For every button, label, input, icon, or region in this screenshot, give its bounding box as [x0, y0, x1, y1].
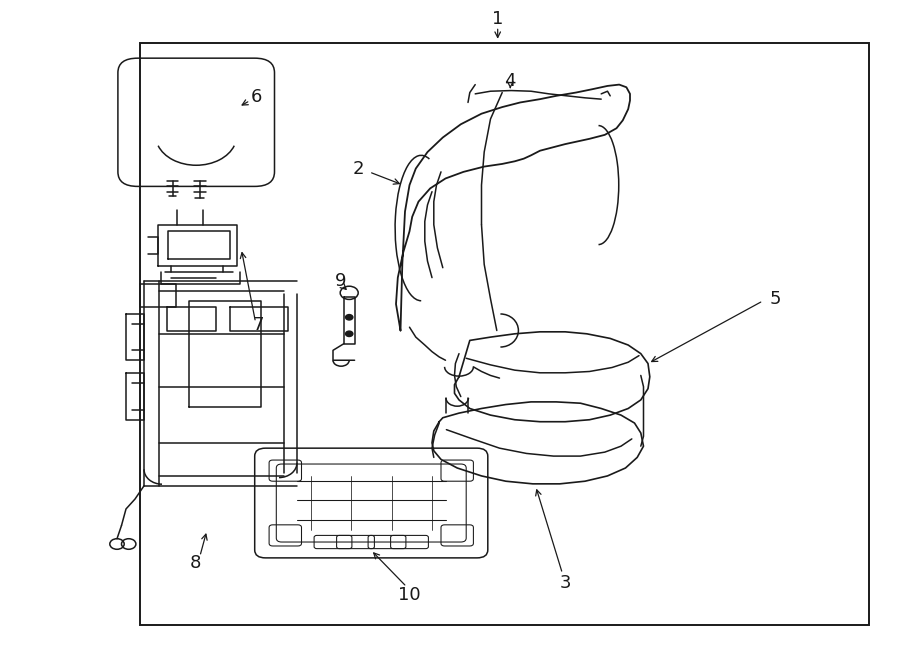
Circle shape	[346, 315, 353, 320]
Text: 8: 8	[190, 554, 201, 572]
Text: 2: 2	[353, 159, 364, 178]
Text: 7: 7	[253, 316, 264, 334]
Text: 4: 4	[505, 71, 516, 90]
Text: 5: 5	[770, 290, 781, 308]
Text: 6: 6	[251, 88, 262, 106]
Text: 3: 3	[560, 574, 571, 592]
Text: 9: 9	[335, 272, 346, 290]
Text: 10: 10	[398, 586, 421, 604]
Bar	[140, 43, 868, 625]
Circle shape	[346, 331, 353, 336]
Text: 1: 1	[492, 9, 503, 28]
